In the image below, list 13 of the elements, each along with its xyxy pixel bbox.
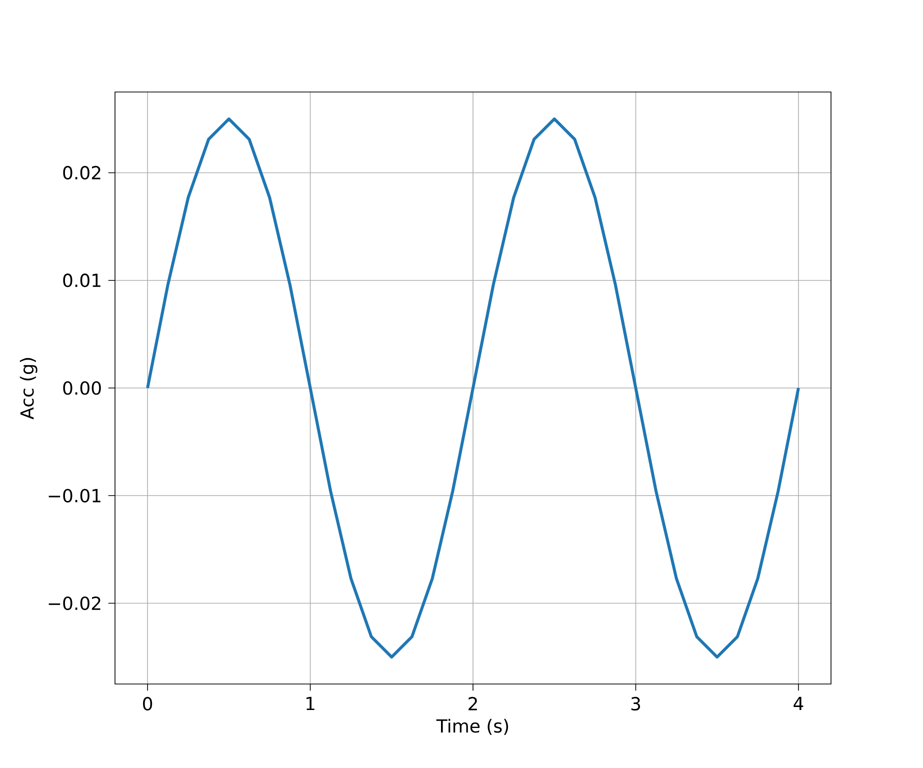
- y-tick-label: 0.02: [63, 166, 100, 180]
- y-axis-title: Acc (g): [20, 358, 38, 420]
- line-series: [146, 117, 800, 659]
- x-tick-label: 3: [631, 696, 640, 711]
- x-tick-label: 1: [306, 696, 314, 710]
- y-tick-label: 0.00: [63, 381, 101, 395]
- x-tick-label: 4: [794, 696, 804, 710]
- x-axis-title: Time (s): [436, 718, 508, 735]
- x-tick-label: 0: [143, 696, 152, 711]
- y-tick-label: −0.01: [48, 488, 100, 502]
- x-tick-label: 2: [468, 696, 477, 710]
- y-tick-label: −0.02: [48, 596, 100, 610]
- y-tick-label: 0.01: [63, 274, 100, 288]
